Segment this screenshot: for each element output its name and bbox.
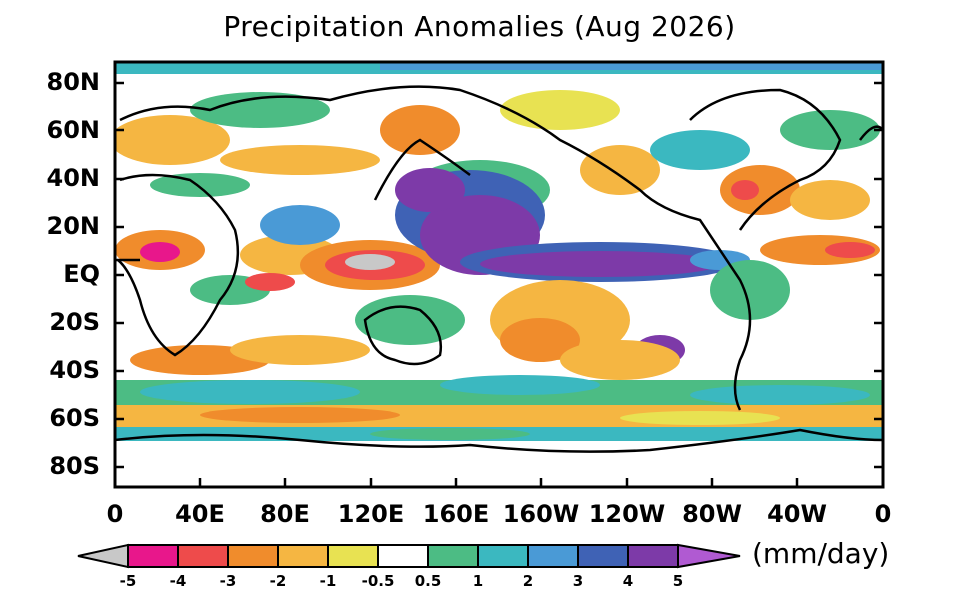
colorbar-label: 3	[572, 572, 584, 590]
map-title: Precipitation Anomalies (Aug 2026)	[223, 10, 736, 43]
colorbar-segment	[77, 543, 129, 569]
lat-label: 60N	[46, 116, 100, 144]
colorbar	[77, 543, 741, 569]
colorbar-label: 0.5	[414, 572, 442, 590]
lon-label: 0	[874, 500, 892, 528]
colorbar-segment	[477, 544, 529, 568]
colorbar-segment	[527, 544, 579, 568]
colorbar-label: 5	[672, 572, 684, 590]
lat-label: 80N	[46, 68, 100, 96]
lon-label: 120E	[337, 500, 405, 528]
lon-label: 40E	[175, 500, 225, 528]
lon-label: 80W	[682, 500, 742, 528]
anomaly-field	[115, 62, 883, 487]
axis-ticks	[115, 81, 883, 487]
lat-label: EQ	[63, 260, 100, 288]
colorbar-label: -3	[219, 572, 237, 590]
colorbar-label: -0.5	[361, 572, 395, 590]
colorbar-segment	[427, 544, 479, 568]
lon-label: 0	[106, 500, 124, 528]
lon-label: 120W	[588, 500, 666, 528]
colorbar-label: 1	[472, 572, 484, 590]
colorbar-segment	[327, 544, 379, 568]
colorbar-label: -1	[319, 572, 337, 590]
lon-label: 160W	[502, 500, 580, 528]
colorbar-label: 4	[622, 572, 634, 590]
lon-label: 160E	[422, 500, 490, 528]
colorbar-units: (mm/day)	[752, 537, 890, 570]
colorbar-segment	[577, 544, 629, 568]
lat-label: 60S	[49, 404, 100, 432]
colorbar-segment	[277, 544, 329, 568]
lat-label: 40S	[49, 356, 100, 384]
lat-label: 80S	[49, 452, 100, 480]
lat-label: 20N	[46, 212, 100, 240]
lat-label: 40N	[46, 164, 100, 192]
lon-label: 80E	[260, 500, 310, 528]
colorbar-segment	[177, 544, 229, 568]
colorbar-segment	[677, 543, 741, 569]
colorbar-segment	[127, 544, 179, 568]
colorbar-segment	[627, 544, 679, 568]
lon-label: 40W	[767, 500, 827, 528]
colorbar-label: -5	[119, 572, 137, 590]
colorbar-label: -2	[269, 572, 287, 590]
colorbar-label: 2	[522, 572, 534, 590]
colorbar-segment	[227, 544, 279, 568]
colorbar-label: -4	[169, 572, 187, 590]
colorbar-segment	[377, 544, 429, 568]
lat-label: 20S	[49, 308, 100, 336]
coastlines	[115, 85, 883, 453]
